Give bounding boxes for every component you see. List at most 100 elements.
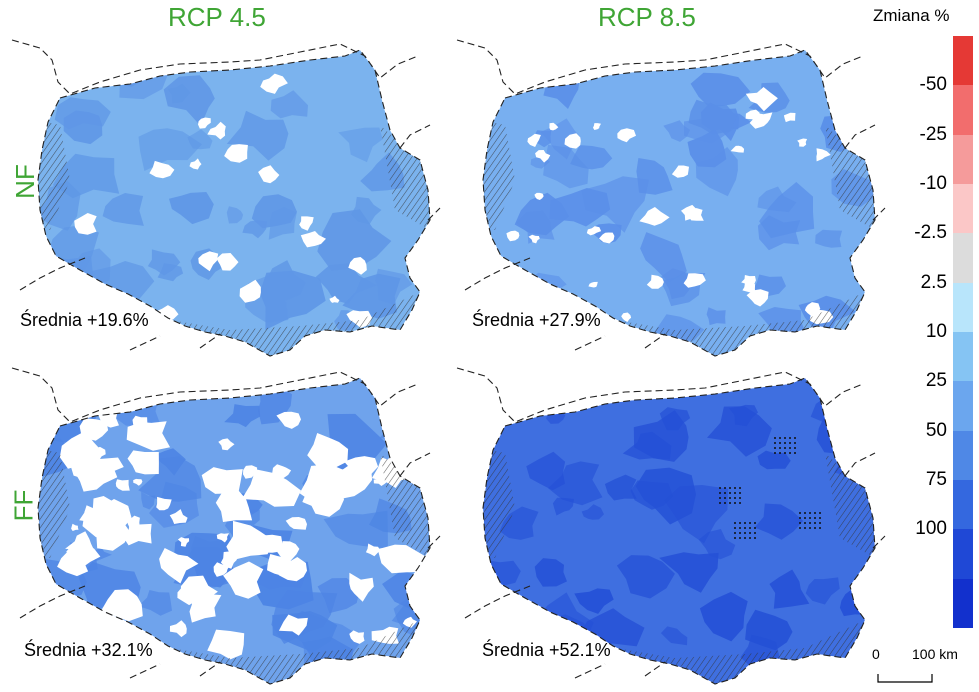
map-panel-ff-rcp85	[445, 358, 890, 688]
significance-dot	[794, 452, 796, 454]
legend-tick-label: 2.5	[920, 271, 947, 293]
significance-dot	[744, 532, 746, 534]
significance-dot	[794, 447, 796, 449]
scale-line	[877, 674, 933, 683]
significance-dot	[729, 502, 731, 504]
significance-dot	[819, 517, 821, 519]
map-svg	[456, 39, 886, 357]
significance-dot	[804, 527, 806, 529]
significance-dot	[724, 487, 726, 489]
significance-dot	[809, 522, 811, 524]
significance-dot	[734, 537, 736, 539]
significance-dot	[814, 517, 816, 519]
country-border	[456, 367, 886, 685]
legend-color-cell	[953, 36, 973, 86]
significance-dot	[779, 447, 781, 449]
significance-dot	[719, 502, 721, 504]
column-title-rcp85: RCP 8.5	[598, 2, 696, 32]
significance-dot	[734, 532, 736, 534]
significance-dot	[774, 442, 776, 444]
significance-dot	[779, 442, 781, 444]
significance-dot	[814, 527, 816, 529]
significance-dot	[814, 512, 816, 514]
country-border	[456, 39, 886, 357]
significance-dot	[754, 532, 756, 534]
legend-tick-label: -10	[919, 173, 947, 194]
significance-dot	[729, 497, 731, 499]
legend-title: Zmiana %	[873, 6, 950, 25]
significance-dot	[819, 527, 821, 529]
map-svg	[456, 367, 886, 685]
significance-dot	[749, 537, 751, 539]
significance-dot	[724, 492, 726, 494]
significance-dot	[799, 512, 801, 514]
significance-dot	[804, 517, 806, 519]
map-panel-ff-rcp45	[0, 358, 445, 688]
significance-dot	[774, 452, 776, 454]
significance-dot	[724, 497, 726, 499]
country-border	[11, 367, 441, 685]
significance-dot	[734, 492, 736, 494]
scale-bar: 0 100 km	[872, 646, 977, 690]
significance-dot	[749, 522, 751, 524]
map-svg	[11, 367, 441, 685]
significance-dot	[744, 537, 746, 539]
significance-dot	[754, 527, 756, 529]
significance-dot	[734, 502, 736, 504]
significance-dot	[809, 527, 811, 529]
legend-color-cell	[953, 134, 973, 184]
significance-dot	[799, 517, 801, 519]
significance-dot	[814, 522, 816, 524]
legend-tick-label: -50	[919, 74, 947, 96]
legend-color-cell	[953, 381, 973, 431]
significance-dot	[799, 522, 801, 524]
mean-label-nf-rcp85: Średnia +27.9%	[472, 310, 601, 330]
significance-dot	[784, 442, 786, 444]
legend-tick-label: -2.5	[914, 222, 947, 244]
legend-color-bar	[953, 36, 973, 628]
mean-label-ff-rcp85: Średnia +52.1%	[482, 640, 611, 660]
significance-dot	[819, 522, 821, 524]
significance-dot	[804, 522, 806, 524]
legend-tick-label: 100	[915, 518, 947, 540]
significance-dot	[809, 517, 811, 519]
significance-dot	[804, 512, 806, 514]
significance-dot	[784, 437, 786, 439]
significance-dot	[744, 527, 746, 529]
legend-color-cell	[953, 430, 973, 480]
significance-dot	[789, 442, 791, 444]
significance-dot	[739, 487, 741, 489]
map-panel-nf-rcp85	[445, 30, 890, 360]
significance-dot	[794, 442, 796, 444]
legend-color-cell	[953, 183, 973, 234]
significance-dot	[789, 437, 791, 439]
significance-dot	[819, 512, 821, 514]
significance-dot	[754, 537, 756, 539]
significance-dot	[784, 447, 786, 449]
mean-label-nf-rcp45: Średnia +19.6%	[20, 310, 149, 330]
significance-dot	[734, 522, 736, 524]
significance-dot	[799, 527, 801, 529]
legend-tick-label: 75	[925, 469, 947, 490]
significance-dot	[734, 527, 736, 529]
legend-tick-label: 10	[925, 321, 947, 342]
country-border	[11, 39, 441, 357]
legend-color-cell	[953, 85, 973, 135]
legend-color-cell	[953, 282, 973, 332]
legend-color-cell	[953, 479, 973, 530]
legend-color-cell	[953, 529, 973, 579]
legend-tick-label: 50	[925, 419, 947, 441]
column-title-rcp45: RCP 4.5	[168, 2, 266, 32]
significance-dot	[719, 497, 721, 499]
significance-dot	[739, 497, 741, 499]
significance-dot	[784, 452, 786, 454]
legend-color-cell	[953, 331, 973, 382]
significance-dot	[794, 437, 796, 439]
significance-dot	[729, 492, 731, 494]
map-svg	[11, 39, 441, 357]
significance-dot	[739, 522, 741, 524]
significance-dot	[729, 487, 731, 489]
significance-dot	[749, 532, 751, 534]
legend-tick-label: -25	[919, 123, 947, 145]
significance-dot	[749, 527, 751, 529]
